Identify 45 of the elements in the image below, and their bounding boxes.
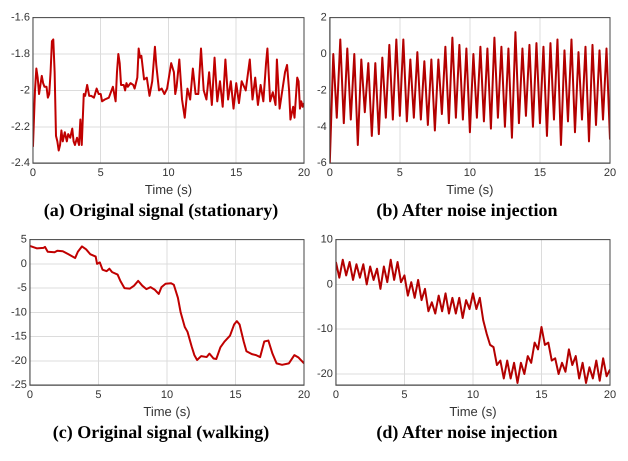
- x-axis-title: Time (s): [144, 182, 192, 197]
- x-tick-label: 5: [95, 388, 102, 401]
- x-tick-label: 5: [396, 166, 403, 179]
- x-tick-label: 15: [534, 166, 546, 179]
- y-tick-label: -4: [317, 120, 327, 133]
- y-tick-label: 2: [320, 12, 327, 24]
- y-tick-label: 0: [326, 278, 333, 290]
- text: (d) After noise injection: [375, 421, 559, 444]
- x-tick-label: 15: [229, 388, 242, 401]
- y-tick-label: -1.6: [10, 12, 30, 24]
- x-axis-title: Time (s): [446, 182, 494, 197]
- y-tick-label: -2.4: [10, 157, 30, 170]
- text: (c) Original signal (walking): [52, 421, 270, 444]
- y-tick-label: -10: [316, 323, 333, 336]
- x-axis-title: Time (s): [449, 404, 497, 419]
- x-tick-label: 5: [401, 388, 408, 401]
- y-tick-label: -5: [17, 282, 27, 294]
- y-tick-label: -15: [10, 330, 27, 343]
- y-tick-label: -1.8: [10, 48, 30, 60]
- y-tick-label: 0: [320, 48, 327, 60]
- y-tick-label: 0: [20, 258, 27, 270]
- x-tick-label: 10: [466, 388, 480, 401]
- y-tick-label: 5: [20, 234, 27, 246]
- x-tick-label: 5: [98, 166, 104, 179]
- x-tick-label: 20: [298, 388, 310, 401]
- y-tick-label: -2: [317, 84, 327, 96]
- x-tick-label: 10: [464, 166, 476, 179]
- x-tick-label: 15: [535, 388, 548, 401]
- x-tick-label: 15: [230, 166, 242, 179]
- y-tick-label: -2.2: [10, 120, 30, 133]
- y-tick-label: -6: [317, 157, 327, 170]
- y-tick-label: -25: [10, 379, 27, 392]
- x-axis-title: Time (s): [143, 404, 191, 419]
- x-tick-label: 20: [604, 166, 616, 179]
- y-tick-label: -20: [316, 368, 333, 380]
- y-tick-label: -2: [20, 84, 30, 96]
- x-tick-label: 20: [604, 388, 616, 401]
- x-tick-label: 10: [162, 166, 175, 179]
- y-tick-label: -10: [10, 306, 27, 318]
- y-tick-label: -20: [10, 354, 27, 367]
- x-tick-label: 10: [160, 388, 174, 401]
- x-tick-label: 20: [298, 166, 310, 179]
- y-tick-label: 10: [320, 234, 333, 246]
- text: (a) Original signal (stationary): [42, 199, 280, 222]
- text: (b) After noise injection: [375, 199, 559, 222]
